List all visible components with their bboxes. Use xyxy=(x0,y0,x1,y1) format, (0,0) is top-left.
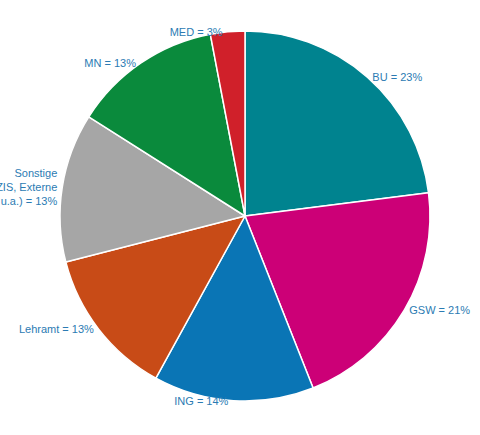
svg-text:Sonstige: Sonstige xyxy=(14,167,57,179)
svg-text:Lehramt = 13%: Lehramt = 13% xyxy=(19,323,94,335)
svg-text:BU = 23%: BU = 23% xyxy=(372,71,422,83)
svg-text:ING = 14%: ING = 14% xyxy=(174,395,228,407)
svg-text:u.a.) = 13%: u.a.) = 13% xyxy=(1,195,58,207)
svg-text:(ZIS, Externe: (ZIS, Externe xyxy=(0,181,57,193)
svg-text:MN = 13%: MN = 13% xyxy=(84,57,136,69)
svg-text:MED = 3%: MED = 3% xyxy=(170,26,223,38)
svg-text:GSW = 21%: GSW = 21% xyxy=(409,304,470,316)
